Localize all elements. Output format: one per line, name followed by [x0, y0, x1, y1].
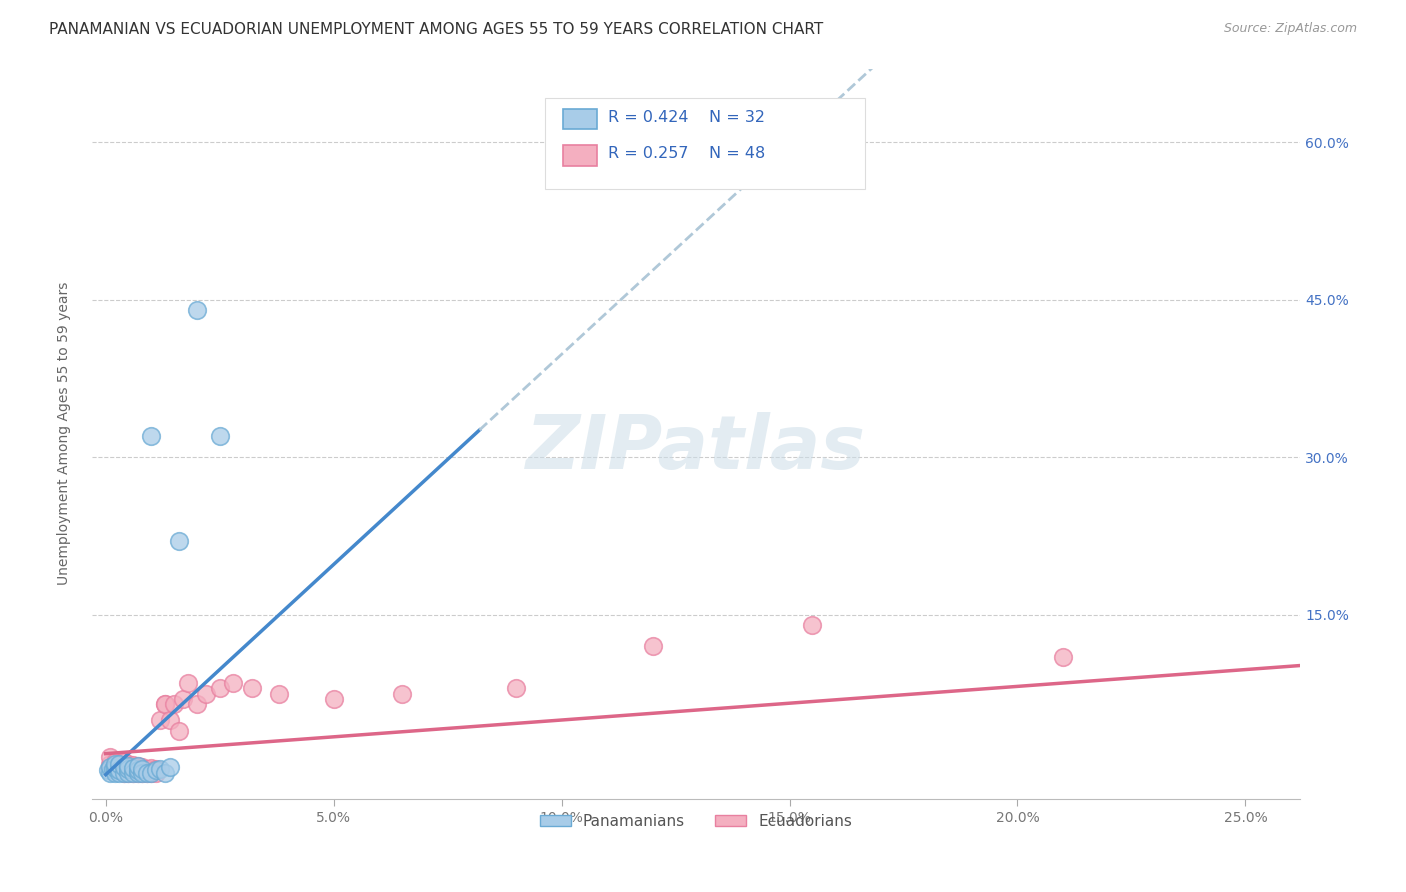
- Point: [104, 758, 127, 772]
- Point: [104, 761, 127, 775]
- Point: [117, 765, 139, 780]
- Point: [391, 687, 413, 701]
- Point: [141, 765, 163, 780]
- Point: [108, 764, 131, 778]
- Point: [117, 759, 139, 773]
- Point: [98, 765, 121, 780]
- Text: ZIPatlas: ZIPatlas: [526, 412, 866, 484]
- Point: [122, 765, 145, 780]
- Point: [131, 765, 153, 780]
- Point: [208, 681, 231, 696]
- Point: [98, 760, 121, 774]
- Point: [127, 764, 149, 778]
- Point: [801, 618, 824, 632]
- Point: [97, 764, 120, 778]
- Point: [112, 765, 135, 780]
- Point: [135, 765, 157, 780]
- Point: [117, 757, 139, 772]
- Point: [112, 755, 135, 769]
- Point: [153, 765, 176, 780]
- Point: [108, 757, 131, 772]
- Point: [131, 765, 153, 780]
- Text: Source: ZipAtlas.com: Source: ZipAtlas.com: [1223, 22, 1357, 36]
- Point: [112, 760, 135, 774]
- Point: [135, 765, 157, 780]
- Point: [141, 765, 163, 780]
- Point: [641, 640, 664, 654]
- Point: [159, 713, 181, 727]
- Point: [108, 759, 131, 773]
- Point: [127, 759, 149, 773]
- Point: [149, 763, 172, 777]
- Point: [131, 763, 153, 777]
- Point: [122, 761, 145, 775]
- Point: [131, 760, 153, 774]
- Point: [159, 760, 181, 774]
- Point: [127, 765, 149, 780]
- Point: [172, 692, 194, 706]
- Point: [177, 676, 200, 690]
- Point: [163, 698, 186, 712]
- Point: [122, 765, 145, 780]
- Point: [112, 765, 135, 780]
- Point: [117, 763, 139, 777]
- Point: [186, 303, 208, 318]
- Point: [104, 764, 127, 778]
- Bar: [564, 145, 598, 166]
- Point: [112, 761, 135, 775]
- Point: [108, 764, 131, 778]
- Point: [98, 757, 121, 772]
- Point: [145, 764, 167, 778]
- Point: [167, 723, 190, 738]
- Y-axis label: Unemployment Among Ages 55 to 59 years: Unemployment Among Ages 55 to 59 years: [58, 282, 72, 585]
- Point: [145, 763, 167, 777]
- Point: [104, 765, 127, 780]
- Point: [127, 763, 149, 777]
- Point: [149, 713, 172, 727]
- Text: R = 0.257    N = 48: R = 0.257 N = 48: [607, 146, 765, 161]
- Point: [240, 681, 263, 696]
- Point: [127, 759, 149, 773]
- Point: [104, 755, 127, 769]
- Point: [1052, 650, 1074, 665]
- Point: [98, 749, 121, 764]
- Text: R = 0.424    N = 32: R = 0.424 N = 32: [607, 110, 765, 125]
- Point: [127, 765, 149, 780]
- Point: [186, 698, 208, 712]
- Text: PANAMANIAN VS ECUADORIAN UNEMPLOYMENT AMONG AGES 55 TO 59 YEARS CORRELATION CHAR: PANAMANIAN VS ECUADORIAN UNEMPLOYMENT AM…: [49, 22, 824, 37]
- Point: [167, 534, 190, 549]
- Point: [108, 765, 131, 780]
- Point: [117, 765, 139, 780]
- Point: [101, 763, 124, 777]
- Point: [145, 765, 167, 780]
- Point: [141, 761, 163, 775]
- Legend: Panamanians, Ecuadorians: Panamanians, Ecuadorians: [534, 808, 858, 835]
- Point: [104, 757, 127, 772]
- Point: [122, 758, 145, 772]
- Point: [117, 763, 139, 777]
- Point: [208, 429, 231, 443]
- Point: [135, 763, 157, 777]
- Point: [98, 760, 121, 774]
- FancyBboxPatch shape: [546, 98, 865, 189]
- Point: [267, 687, 290, 701]
- Point: [141, 429, 163, 443]
- Point: [153, 698, 176, 712]
- Point: [322, 692, 344, 706]
- Point: [153, 698, 176, 712]
- Point: [122, 761, 145, 775]
- Bar: [564, 109, 598, 129]
- Point: [222, 676, 245, 690]
- Point: [195, 687, 218, 701]
- Point: [505, 681, 527, 696]
